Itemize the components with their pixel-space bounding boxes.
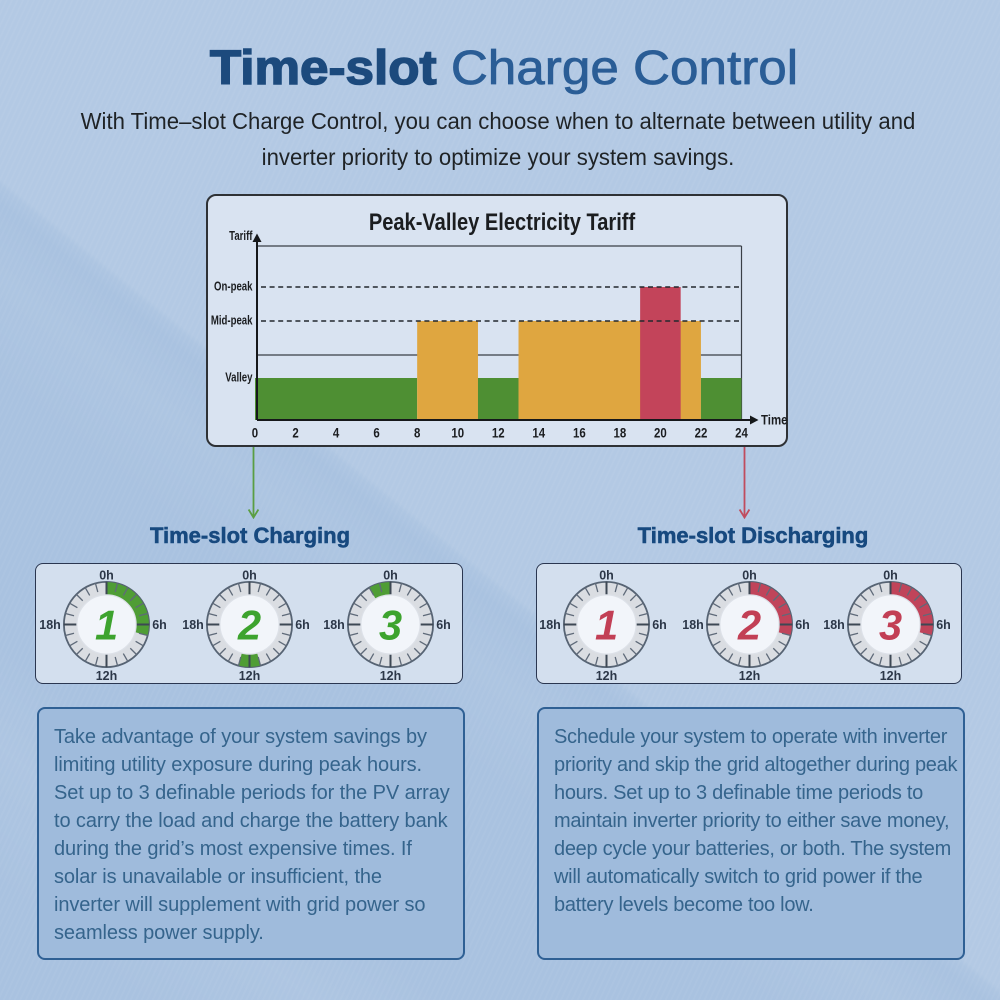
svg-text:6h: 6h <box>295 618 310 632</box>
svg-text:6h: 6h <box>795 618 810 632</box>
svg-text:3: 3 <box>379 602 402 649</box>
svg-text:6h: 6h <box>652 618 667 632</box>
svg-text:1: 1 <box>595 602 618 649</box>
svg-text:2: 2 <box>292 426 298 441</box>
svg-text:18h: 18h <box>823 618 845 632</box>
svg-text:12h: 12h <box>239 669 261 683</box>
svg-text:12h: 12h <box>880 669 902 683</box>
svg-text:18h: 18h <box>182 618 204 632</box>
svg-text:Peak-Valley Electricity Tariff: Peak-Valley Electricity Tariff <box>369 208 636 235</box>
svg-text:0h: 0h <box>742 569 757 583</box>
svg-text:18h: 18h <box>323 618 345 632</box>
svg-text:12: 12 <box>492 426 505 441</box>
svg-text:1: 1 <box>95 602 118 649</box>
svg-text:6h: 6h <box>936 618 951 632</box>
svg-text:Time: Time <box>761 413 788 428</box>
svg-text:6: 6 <box>373 426 379 441</box>
svg-text:18h: 18h <box>539 618 561 632</box>
svg-text:6h: 6h <box>436 618 451 632</box>
svg-text:16: 16 <box>573 426 586 441</box>
svg-text:20: 20 <box>654 426 667 441</box>
svg-text:0h: 0h <box>99 569 114 583</box>
svg-text:2: 2 <box>237 602 261 649</box>
svg-text:4: 4 <box>333 426 339 441</box>
svg-text:18h: 18h <box>39 618 61 632</box>
svg-text:10: 10 <box>451 426 464 441</box>
svg-text:12h: 12h <box>380 669 402 683</box>
svg-text:0h: 0h <box>242 569 257 583</box>
svg-text:12h: 12h <box>739 669 761 683</box>
svg-text:12h: 12h <box>96 669 118 683</box>
svg-text:14: 14 <box>532 426 545 441</box>
svg-text:24: 24 <box>735 426 748 441</box>
svg-text:2: 2 <box>737 602 761 649</box>
svg-text:8: 8 <box>414 426 420 441</box>
svg-text:22: 22 <box>695 426 708 441</box>
svg-text:18h: 18h <box>682 618 704 632</box>
svg-text:18: 18 <box>613 426 626 441</box>
svg-text:Valley: Valley <box>225 371 253 385</box>
svg-text:On-peak: On-peak <box>214 280 253 294</box>
svg-text:Tariff: Tariff <box>229 230 252 244</box>
svg-text:6h: 6h <box>152 618 167 632</box>
svg-text:3: 3 <box>879 602 902 649</box>
svg-text:0h: 0h <box>383 569 398 583</box>
svg-text:Mid-peak: Mid-peak <box>211 314 253 328</box>
svg-text:0: 0 <box>252 426 258 441</box>
svg-text:0h: 0h <box>883 569 898 583</box>
svg-text:0h: 0h <box>599 569 614 583</box>
svg-text:12h: 12h <box>596 669 618 683</box>
